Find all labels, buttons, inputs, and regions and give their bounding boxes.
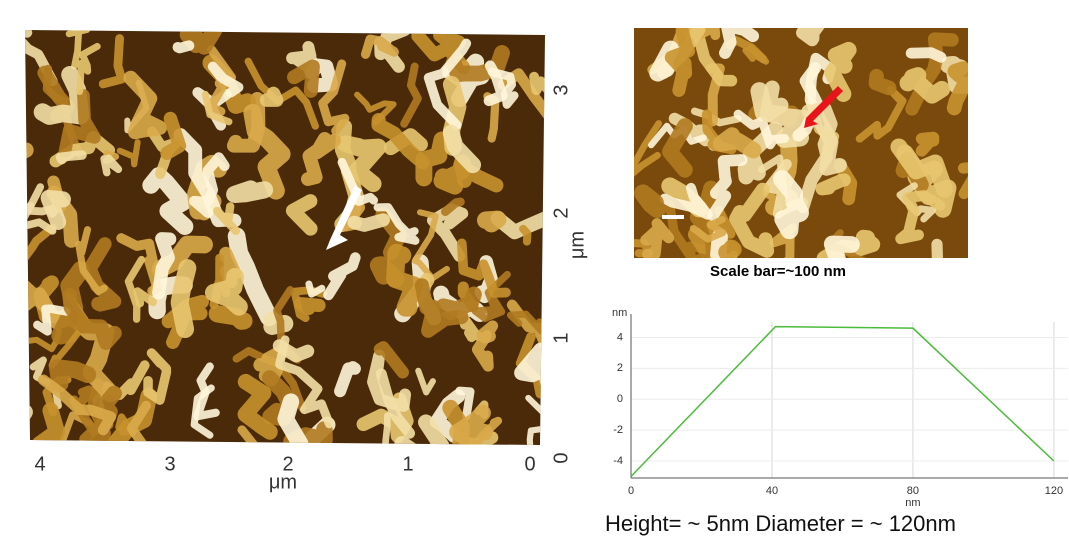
texture-ridge: [49, 198, 63, 222]
afm-x-tick: 1: [402, 453, 413, 475]
data-line: [631, 327, 1054, 477]
figure: Scale bar=~100 nm Height= ~ 5nm Diameter…: [0, 0, 1069, 544]
texture-ridge: [486, 219, 498, 223]
texture-ridge: [180, 268, 188, 329]
afm-x-tick: 3: [164, 453, 175, 475]
scale-caption: Scale bar=~100 nm: [710, 263, 846, 280]
texture-ridge: [267, 93, 277, 100]
texture-ridge: [767, 88, 781, 115]
afm-x-tick: 2: [282, 453, 293, 475]
x-tick-label: 80: [907, 485, 919, 497]
y-tick-label: 4: [617, 331, 623, 343]
texture-ridge: [727, 248, 734, 252]
x-tick-label: 120: [1045, 485, 1063, 497]
y-tick-label: 2: [617, 362, 623, 374]
afm-x-tick: 4: [34, 453, 45, 475]
texture-ridge: [832, 50, 848, 94]
scale-bar: [662, 215, 684, 219]
texture-ridge: [60, 155, 82, 160]
texture-ridge: [911, 53, 941, 58]
afm-y-tick: 1: [550, 332, 572, 343]
y-tick-label: 0: [617, 393, 623, 405]
x-axis-label: nm: [905, 497, 920, 509]
y-tick-label: -2: [613, 424, 623, 436]
y-axis-label: nm: [612, 307, 627, 319]
texture-ridge: [279, 346, 308, 356]
y-tick-label: -4: [613, 455, 623, 467]
afm-y-tick: 3: [550, 84, 572, 95]
texture-ridge: [14, 412, 26, 449]
texture-ridge: [178, 46, 189, 49]
texture-ridge: [301, 304, 319, 309]
x-tick-label: 40: [766, 485, 778, 497]
texture-ridge: [963, 166, 979, 193]
texture-ridge: [802, 22, 821, 40]
x-tick-label: 0: [628, 485, 634, 497]
afm-x-tick: 0: [524, 453, 535, 475]
texture-ridge: [354, 220, 383, 225]
texture-ridge: [523, 229, 527, 242]
texture-ridge: [822, 180, 844, 189]
caption: Height= ~ 5nm Diameter = ~ 120nm: [605, 511, 956, 536]
texture-ridge: [235, 189, 265, 194]
afm-y-label: μm: [566, 231, 588, 259]
texture-ridge: [643, 193, 658, 209]
texture-ridge: [0, 150, 26, 203]
afm-y-tick: 2: [550, 207, 572, 218]
afm-y-tick: 0: [550, 452, 572, 463]
